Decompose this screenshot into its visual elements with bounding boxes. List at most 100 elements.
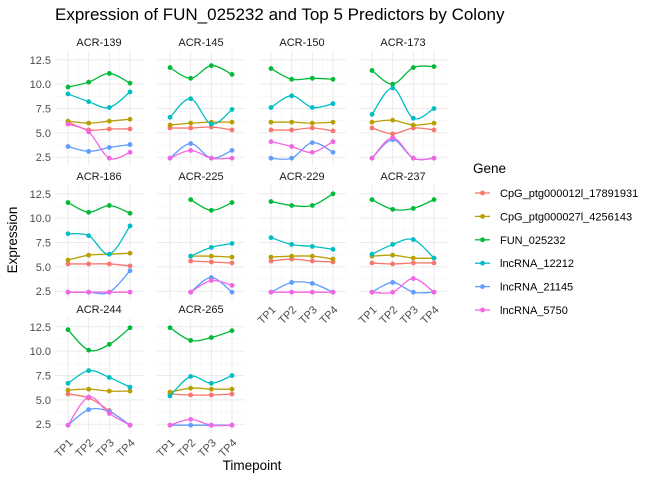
x-tick-label: TP2 bbox=[73, 437, 96, 460]
data-point-lncrna-5750 bbox=[289, 144, 295, 149]
data-point-lncrna-12212 bbox=[188, 253, 194, 259]
data-point-cpg-ptg000027l-4256143 bbox=[86, 386, 92, 392]
data-point-cpg-ptg000012l-17891931 bbox=[410, 260, 416, 266]
data-point-fun-025232 bbox=[431, 197, 437, 203]
data-point-cpg-ptg000012l-17891931 bbox=[229, 127, 235, 133]
data-point-lncrna-5750 bbox=[167, 422, 173, 428]
data-point-lncrna-12212 bbox=[106, 251, 112, 257]
x-tick-label: TP4 bbox=[419, 304, 442, 327]
data-point-cpg-ptg000027l-4256143 bbox=[86, 120, 92, 126]
data-point-lncrna-12212 bbox=[390, 85, 396, 91]
data-point-fun-025232 bbox=[106, 203, 112, 208]
x-tick-label: TP1 bbox=[256, 304, 279, 327]
series-line-cpg-ptg000012l-17891931 bbox=[169, 126, 233, 131]
data-point-lncrna-12212 bbox=[86, 368, 92, 374]
data-point-lncrna-5750 bbox=[106, 411, 112, 416]
data-point-cpg-ptg000027l-4256143 bbox=[208, 386, 214, 392]
series-line-cpg-ptg000027l-4256143 bbox=[270, 255, 334, 260]
legend-key-point bbox=[480, 214, 485, 219]
series-line-lncrna-21145 bbox=[169, 142, 233, 159]
data-point-lncrna-12212 bbox=[410, 237, 416, 242]
data-point-lncrna-12212 bbox=[167, 393, 173, 399]
data-point-lncrna-12212 bbox=[127, 89, 133, 95]
x-tick-label: TP2 bbox=[276, 304, 299, 327]
data-point-lncrna-12212 bbox=[208, 244, 214, 250]
y-tick-label: 7.5 bbox=[36, 238, 51, 250]
data-point-cpg-ptg000027l-4256143 bbox=[229, 254, 235, 260]
series-line-lncrna-5750 bbox=[169, 418, 233, 427]
series-line-lncrna-5750 bbox=[67, 123, 131, 160]
data-point-lncrna-12212 bbox=[188, 96, 194, 102]
series-line-fun-025232 bbox=[67, 72, 131, 88]
data-point-cpg-ptg000027l-4256143 bbox=[330, 119, 336, 125]
data-point-lncrna-21145 bbox=[86, 148, 92, 154]
y-tick-label: 5.0 bbox=[36, 128, 51, 140]
data-point-fun-025232 bbox=[229, 71, 235, 77]
strip-label: ACR-265 bbox=[178, 304, 223, 316]
legend: Gene CpG_ptg000012l_17891931 CpG_ptg00002… bbox=[473, 161, 638, 317]
series-line-lncrna-12212 bbox=[67, 225, 131, 255]
data-point-cpg-ptg000012l-17891931 bbox=[289, 127, 295, 133]
data-point-lncrna-12212 bbox=[167, 114, 173, 120]
y-tick-label: 7.5 bbox=[36, 104, 51, 116]
legend-label: lncRNA_21145 bbox=[500, 282, 573, 294]
data-point-cpg-ptg000027l-4256143 bbox=[127, 116, 133, 122]
data-point-lncrna-12212 bbox=[410, 115, 416, 121]
x-tick-label: TP4 bbox=[318, 304, 341, 327]
data-point-lncrna-5750 bbox=[431, 155, 437, 161]
data-point-cpg-ptg000012l-17891931 bbox=[390, 261, 396, 267]
data-point-fun-025232 bbox=[330, 76, 336, 82]
series-line-fun-025232 bbox=[371, 65, 435, 85]
series-line-fun-025232 bbox=[270, 67, 334, 81]
y-tick-label: 2.5 bbox=[36, 286, 51, 298]
y-tick-label: 10.0 bbox=[30, 213, 51, 225]
series-line-cpg-ptg000012l-17891931 bbox=[270, 127, 334, 132]
data-point-lncrna-21145 bbox=[127, 268, 133, 274]
data-point-lncrna-5750 bbox=[330, 139, 336, 145]
data-point-lncrna-12212 bbox=[229, 373, 235, 378]
x-tick-label: TP4 bbox=[217, 437, 240, 460]
data-point-cpg-ptg000012l-17891931 bbox=[229, 260, 235, 266]
data-point-lncrna-21145 bbox=[229, 289, 235, 295]
data-point-lncrna-5750 bbox=[208, 422, 214, 428]
data-point-lncrna-12212 bbox=[65, 91, 71, 97]
data-point-fun-025232 bbox=[410, 65, 416, 70]
strip-label: ACR-225 bbox=[178, 171, 223, 183]
data-point-lncrna-5750 bbox=[127, 289, 133, 295]
data-point-cpg-ptg000012l-17891931 bbox=[390, 131, 396, 137]
data-point-lncrna-5750 bbox=[188, 416, 194, 422]
data-point-lncrna-5750 bbox=[208, 155, 214, 161]
x-tick-label: TP1 bbox=[357, 304, 380, 327]
x-tick-label: TP2 bbox=[175, 437, 198, 460]
x-tick-label: TP3 bbox=[398, 304, 421, 327]
legend-item: lncRNA_12212 bbox=[475, 258, 574, 270]
data-point-lncrna-5750 bbox=[208, 278, 214, 283]
y-tick-label: 10.0 bbox=[30, 79, 51, 91]
data-point-lncrna-12212 bbox=[229, 107, 235, 112]
data-point-lncrna-5750 bbox=[65, 289, 71, 295]
y-tick-label: 5.0 bbox=[36, 395, 51, 407]
data-point-cpg-ptg000012l-17891931 bbox=[127, 126, 133, 132]
x-axis-title: Timepoint bbox=[223, 458, 282, 473]
data-point-lncrna-12212 bbox=[289, 93, 295, 99]
series-line-fun-025232 bbox=[371, 199, 435, 211]
data-point-cpg-ptg000012l-17891931 bbox=[268, 258, 274, 264]
legend-title: Gene bbox=[473, 161, 506, 176]
data-point-fun-025232 bbox=[229, 200, 235, 205]
y-tick-label: 2.5 bbox=[36, 419, 51, 431]
data-point-lncrna-5750 bbox=[309, 149, 315, 155]
data-point-lncrna-5750 bbox=[127, 149, 133, 155]
data-point-cpg-ptg000012l-17891931 bbox=[330, 128, 336, 134]
legend-item: lncRNA_5750 bbox=[475, 305, 568, 317]
data-point-lncrna-21145 bbox=[106, 145, 112, 150]
series-line-lncrna-12212 bbox=[67, 369, 131, 388]
data-point-fun-025232 bbox=[127, 210, 133, 216]
data-point-lncrna-21145 bbox=[309, 140, 315, 146]
chart-title: Expression of FUN_025232 and Top 5 Predi… bbox=[55, 5, 505, 24]
data-point-cpg-ptg000012l-17891931 bbox=[229, 391, 235, 397]
data-point-fun-025232 bbox=[86, 209, 92, 215]
data-point-lncrna-12212 bbox=[208, 380, 214, 386]
data-point-cpg-ptg000027l-4256143 bbox=[410, 255, 416, 261]
